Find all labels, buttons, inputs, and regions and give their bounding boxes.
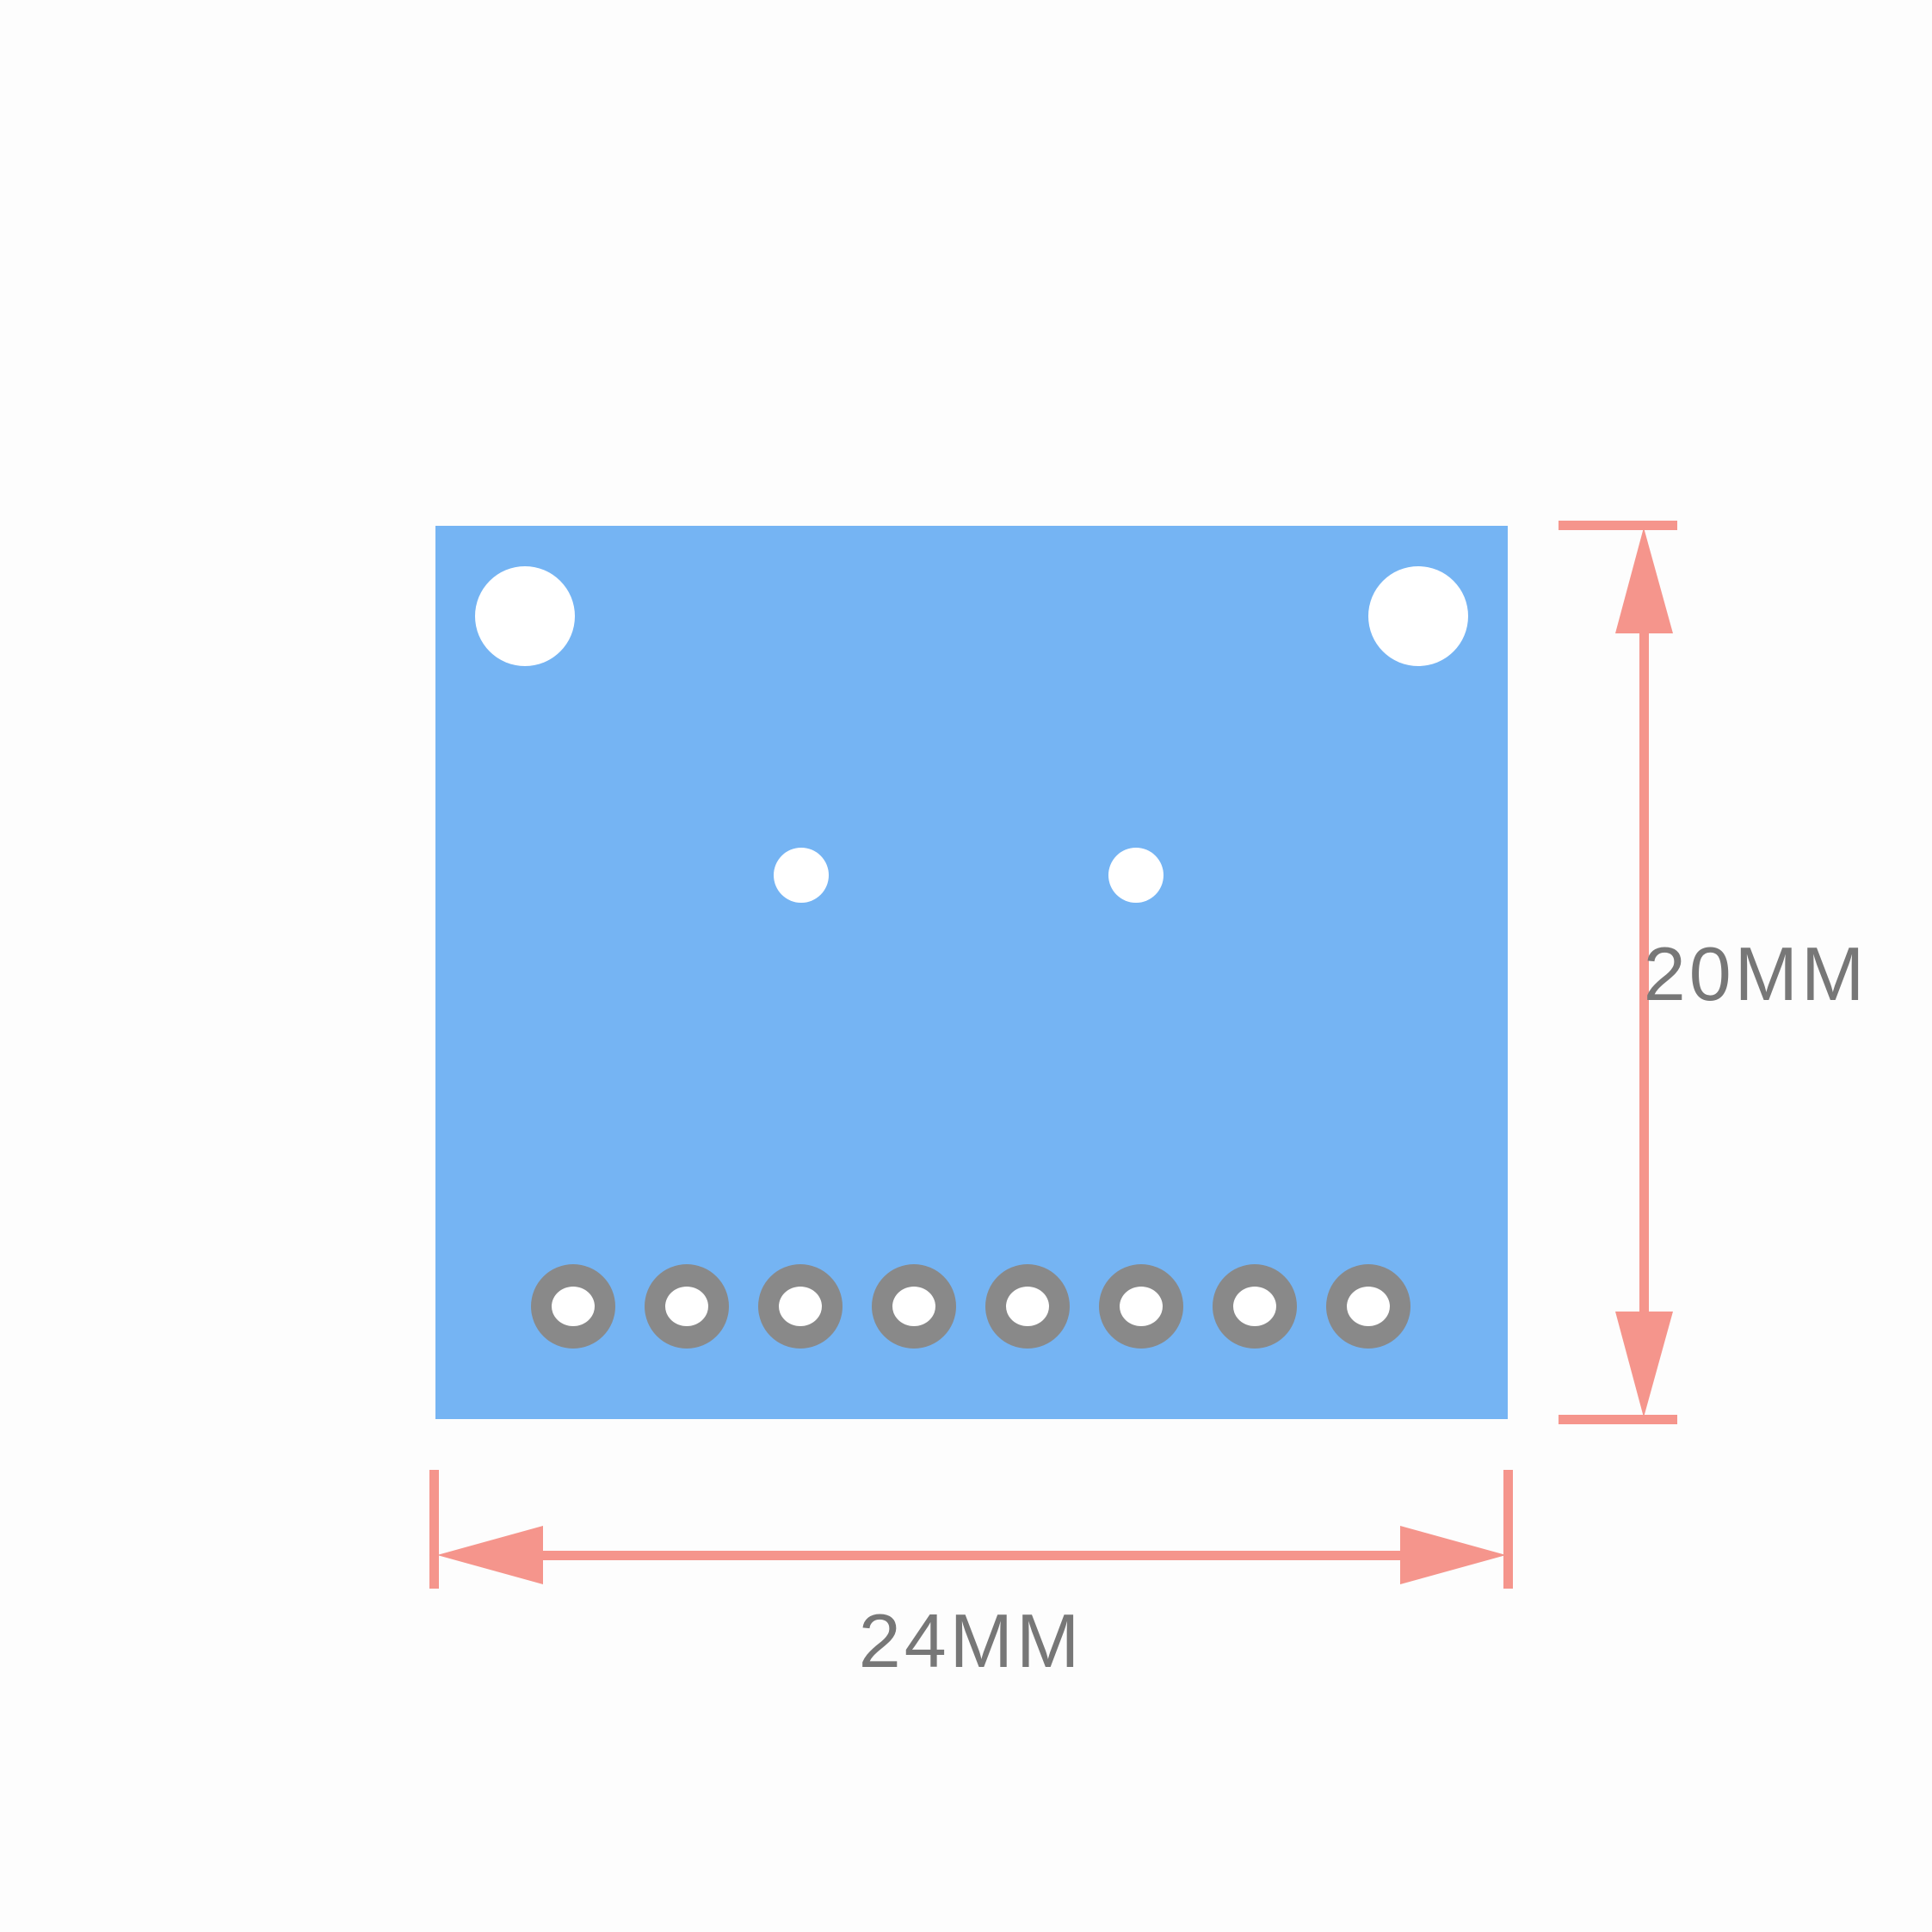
pin-hole-4 [892,1287,935,1326]
pin-hole-8 [1347,1287,1390,1326]
width-arrow-left [437,1526,543,1584]
pcb-board [435,526,1508,1419]
pin-hole-2 [665,1287,708,1326]
height-dimension-label: 20MM [1644,931,1868,1016]
pin-hole-7 [1233,1287,1276,1326]
width-dimension-label: 24MM [859,1598,1083,1683]
width-dimension [429,1470,1513,1589]
mounting-hole-top-right [1368,566,1468,666]
pin-hole-5 [1006,1287,1049,1326]
height-extension-line-top [1559,521,1677,530]
pin-hole-6 [1120,1287,1163,1326]
width-arrow-right [1400,1526,1506,1584]
alignment-hole-right [1108,848,1164,903]
pin-header-row [531,1264,1410,1349]
width-extension-line-left [429,1470,439,1589]
height-arrow-bottom [1615,1312,1673,1417]
height-extension-line-bottom [1559,1415,1677,1424]
alignment-hole-left [774,848,829,903]
height-arrow-top [1615,528,1673,633]
height-dimension [1559,521,1677,1424]
pin-hole-3 [779,1287,822,1326]
width-dimension-line [516,1551,1429,1560]
pin-hole-1 [552,1287,595,1326]
mounting-hole-top-left [475,566,575,666]
width-extension-line-right [1503,1470,1513,1589]
height-dimension-line [1639,602,1649,1343]
